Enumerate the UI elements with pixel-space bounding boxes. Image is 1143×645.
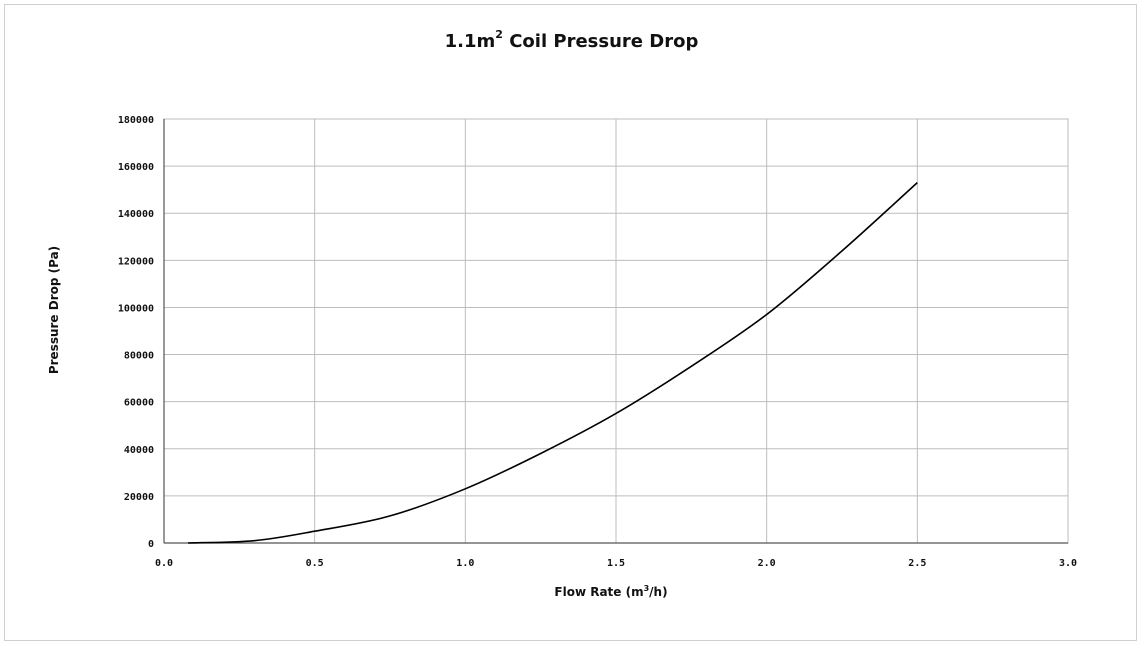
x-axis-label: Flow Rate (m3/h): [554, 584, 668, 599]
y-tick-label: 0: [148, 539, 154, 550]
x-tick-label: 0.0: [155, 558, 173, 569]
x-tick-label: 1.0: [456, 558, 474, 569]
y-tick-label: 80000: [124, 351, 154, 362]
y-tick-label: 180000: [118, 115, 154, 126]
y-tick-label: 40000: [124, 445, 154, 456]
chart-title: 1.1m2 Coil Pressure Drop: [444, 28, 699, 52]
x-tick-label: 2.5: [908, 558, 926, 569]
x-tick-label: 0.5: [306, 558, 324, 569]
x-tick-label: 1.5: [607, 558, 625, 569]
chart-frame: [4, 4, 1137, 641]
series-line: [188, 182, 918, 544]
y-tick-label: 100000: [118, 303, 154, 314]
y-tick-label: 60000: [124, 398, 154, 409]
x-tick-label: 3.0: [1059, 558, 1077, 569]
y-tick-label: 20000: [124, 492, 154, 503]
x-tick-label: 2.0: [758, 558, 776, 569]
y-tick-label: 140000: [118, 209, 154, 220]
y-tick-label: 160000: [118, 162, 154, 173]
y-tick-label: 120000: [118, 256, 154, 267]
